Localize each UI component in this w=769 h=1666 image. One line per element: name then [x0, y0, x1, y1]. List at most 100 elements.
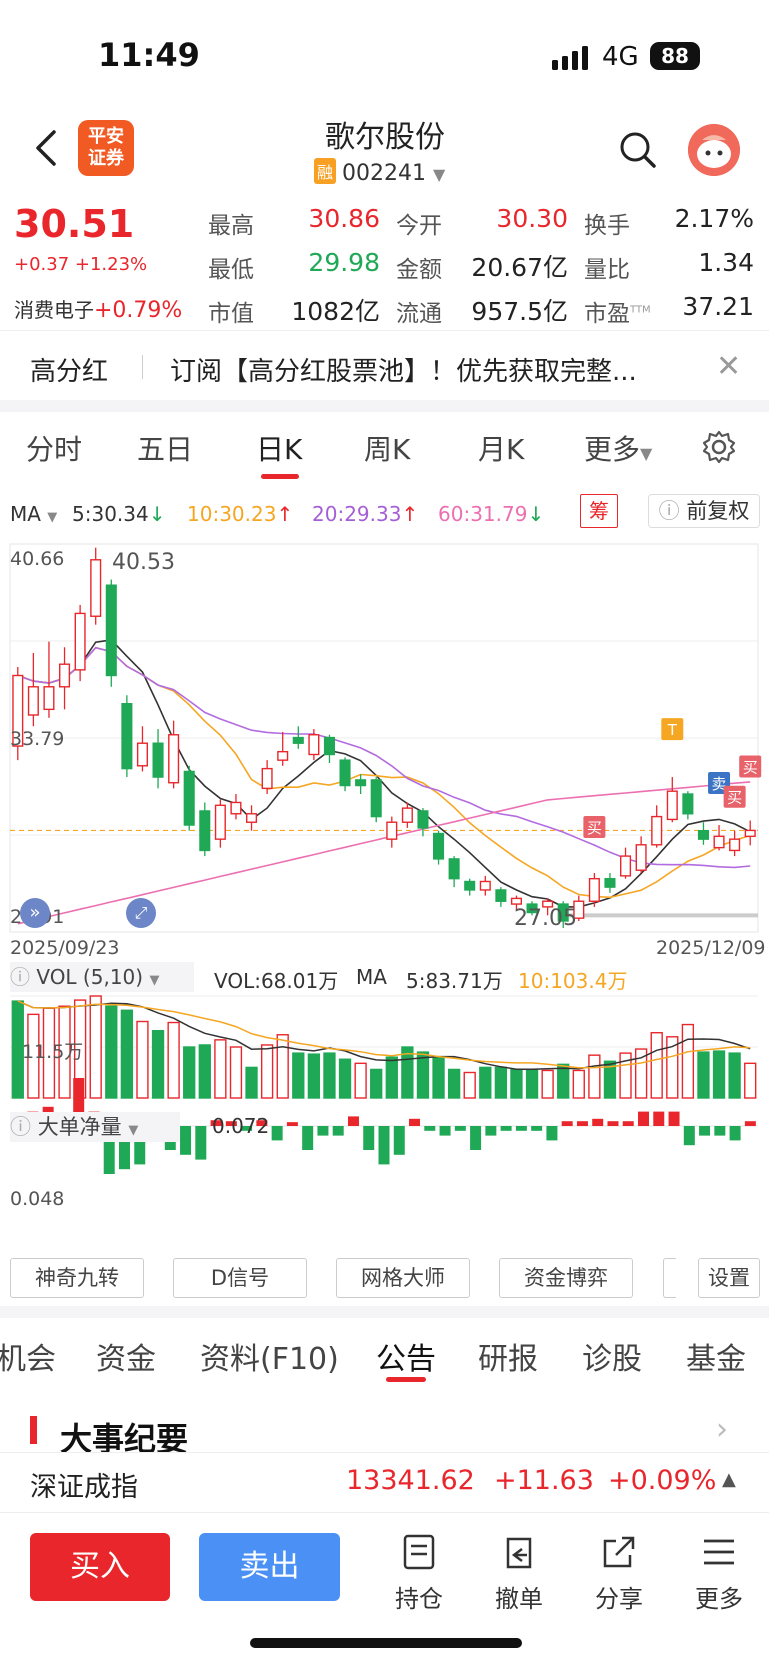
sector-info[interactable]: 消费电子+0.79% [14, 294, 182, 323]
indicator-overflow[interactable] [663, 1258, 676, 1298]
net-flow-bar [424, 1126, 436, 1131]
low-marker-label: 27.05 [514, 906, 577, 931]
candle-body [620, 855, 632, 877]
volume-bar [120, 1009, 134, 1099]
signal-marker-text: 买 [727, 789, 742, 807]
sector-name: 消费电子 [14, 298, 94, 322]
candle-body [323, 736, 335, 756]
price-change: +0.37 +1.23% [14, 254, 148, 275]
candle-body [386, 821, 398, 840]
volume-grid [10, 995, 758, 1099]
share-button[interactable]: 分享 [584, 1533, 654, 1614]
tab-opportunity[interactable]: 机会 [0, 1342, 56, 1377]
ma-lines [17, 639, 751, 925]
promo-banner[interactable]: 高分红 订阅【高分红股票池】！优先获取完整... ✕ [0, 330, 769, 401]
stock-code-selector[interactable]: 融 002241 ▼ [314, 158, 445, 186]
chart-grid [9, 543, 759, 933]
volume-indicator-selector[interactable]: ⓘ VOL (5,10) ▼ [10, 962, 194, 992]
tab-fund[interactable]: 基金 [686, 1342, 746, 1377]
adjust-mode-button[interactable]: ⓘ 前复权 [648, 494, 760, 528]
net-flow-bar [699, 1126, 711, 1136]
gear-icon[interactable] [702, 430, 736, 464]
stat-sup: TTM [630, 304, 651, 316]
back-arrow-icon[interactable] [28, 128, 68, 168]
chevron-right-icon[interactable]: › [716, 1412, 728, 1447]
candle-body [199, 810, 211, 852]
sell-button[interactable]: 卖出 [199, 1533, 340, 1601]
signal-marker-box [661, 718, 684, 741]
signal-marker-box [583, 816, 606, 839]
net-flow-bar [668, 1111, 680, 1126]
candle-body [292, 736, 304, 744]
grid-frame [9, 543, 759, 933]
volume-bar [260, 1044, 274, 1099]
caret-up-icon[interactable]: ▲ [722, 1469, 736, 1490]
candle-body [152, 742, 164, 778]
stat-label: 市值 [208, 301, 254, 327]
more-button[interactable]: 更多 [684, 1533, 754, 1614]
active-tab-indicator [261, 474, 299, 479]
battery-icon: 88 [650, 42, 700, 70]
signal-icon [552, 46, 588, 70]
candle-body [635, 844, 647, 871]
index-ticker[interactable]: 深证成指 13341.62 +11.63 +0.09% ▲ [0, 1452, 769, 1513]
candle-body [542, 900, 554, 908]
net-flow-bar [180, 1126, 192, 1155]
caret-down-icon: ▼ [47, 510, 58, 525]
buy-button[interactable]: 买入 [30, 1533, 170, 1601]
net-flow-bar [378, 1126, 390, 1165]
tab-monthly-k[interactable]: 月K [478, 433, 525, 466]
logo-line2: 证券 [88, 148, 124, 169]
net-flow-bar [271, 1126, 283, 1141]
volume-bar [292, 1052, 305, 1099]
indicator-capital-game[interactable]: 资金博弈 [499, 1258, 633, 1298]
volume-bar [167, 1021, 180, 1099]
tab-capital[interactable]: 资金 [96, 1342, 156, 1377]
net-flow-bar [302, 1126, 314, 1150]
tab-five-day[interactable]: 五日 [137, 433, 194, 466]
ma-selector[interactable]: MA ▼ [10, 502, 57, 526]
net-flow-bar [592, 1118, 604, 1126]
tab-weekly-k[interactable]: 周K [364, 433, 411, 466]
cancel-order-button[interactable]: 撤单 [484, 1533, 554, 1614]
cancel-order-icon [506, 1537, 532, 1569]
tab-research[interactable]: 研报 [478, 1342, 538, 1377]
search-icon[interactable] [618, 130, 658, 170]
signal-marker-text: 买 [587, 819, 602, 837]
assistant-avatar-icon[interactable] [688, 124, 740, 176]
share-label: 分享 [595, 1585, 643, 1613]
indicator-d-signal[interactable]: D信号 [173, 1258, 307, 1298]
close-icon[interactable]: ✕ [716, 349, 742, 384]
banner-text[interactable]: 订阅【高分红股票池】！优先获取完整... [170, 357, 637, 387]
net-flow-selector[interactable]: ⓘ 大单净量 ▼ [10, 1112, 180, 1142]
tab-intraday[interactable]: 分时 [26, 433, 83, 466]
indicator-nine-turn[interactable]: 神奇九转 [10, 1258, 144, 1298]
volume-bar [370, 1068, 383, 1099]
indicator-grid-master[interactable]: 网格大师 [336, 1258, 470, 1298]
fullscreen-icon[interactable]: ⤢ [126, 898, 156, 928]
stat-label: 最高 [208, 213, 254, 239]
tab-diagnosis[interactable]: 诊股 [582, 1342, 642, 1377]
stock-name: 歌尔股份 [325, 120, 445, 155]
chip-distribution-button[interactable]: 筹 [580, 494, 618, 528]
holdings-button[interactable]: 持仓 [384, 1533, 454, 1614]
expand-icon[interactable]: » [20, 898, 50, 928]
caret-down-icon: ▼ [128, 1123, 139, 1138]
volume-value: VOL:68.01万 [214, 969, 339, 993]
tab-announcement[interactable]: 公告 [376, 1342, 436, 1377]
broker-logo: 平安 证券 [78, 120, 134, 176]
volume-bar [58, 1005, 71, 1099]
index-pct: +0.09% [608, 1465, 717, 1496]
info-icon: ⓘ [658, 499, 680, 523]
indicator-settings[interactable]: 设置 [698, 1258, 760, 1298]
tab-more[interactable]: 更多▼ [584, 428, 652, 468]
tab-f10[interactable]: 资料(F10) [200, 1342, 339, 1377]
index-name: 深证成指 [30, 1472, 138, 1503]
tab-daily-k[interactable]: 日K [256, 433, 303, 466]
candle-body [339, 759, 351, 787]
net-flow-bar [256, 1120, 268, 1126]
candle-body [43, 686, 55, 711]
stock-code: 002241 [342, 161, 426, 186]
